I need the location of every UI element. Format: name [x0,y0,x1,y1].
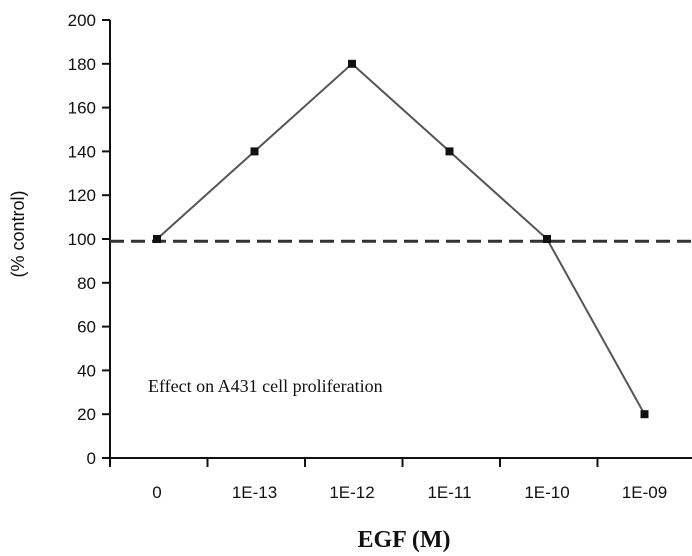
x-tick-label: 1E-12 [329,483,374,502]
data-point [445,147,454,156]
data-point [348,59,356,68]
data-point [153,235,161,243]
x-tick-label: 1E-13 [232,483,277,502]
y-axis-ticks: 0 20 40 60 80 100 120 140 160 180 200 [68,11,110,468]
y-tick-label: 120 [68,186,96,205]
x-tick-label: 1E-09 [622,483,667,502]
y-tick-label: 80 [77,274,96,293]
x-tick-label: 1E-10 [524,483,569,502]
data-point [543,235,551,243]
y-tick-label: 160 [68,99,96,118]
x-tick-label: 0 [152,483,161,502]
x-axis-ticks: 0 1E-13 1E-12 1E-11 1E-10 1E-09 [109,458,667,502]
chart-annotation: Effect on A431 cell proliferation [148,376,383,396]
y-tick-label: 0 [87,449,96,468]
y-tick-label: 200 [68,11,96,30]
y-tick-label: 100 [68,230,96,249]
y-tick-label: 180 [68,55,96,74]
y-tick-label: 20 [77,405,96,424]
y-tick-label: 60 [77,318,96,337]
data-point [640,410,649,419]
series-line [156,62,646,415]
y-tick-label: 40 [77,361,96,380]
x-tick-label: 1E-11 [427,483,471,502]
y-axis-title: (% control) [8,190,28,277]
data-point [250,147,259,156]
y-tick-label: 140 [68,142,96,161]
x-axis-title: EGF (M) [357,527,450,553]
series-group [153,59,649,419]
